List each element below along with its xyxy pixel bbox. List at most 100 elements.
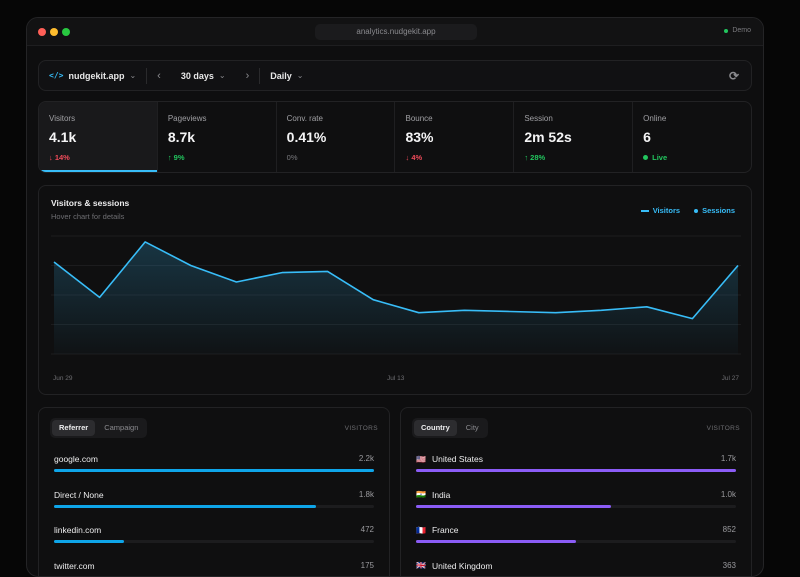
interval-label: Daily [270,71,292,81]
range-selector[interactable]: 30 days ⌄ [171,61,236,90]
bar-fill [54,505,316,508]
tab-city[interactable]: City [459,420,486,436]
metric-bounce[interactable]: Bounce 83% ↓ 4% [395,102,514,172]
metric-online[interactable]: Online 6 Live [633,102,751,172]
arrow-down-icon: ↓ [49,153,53,162]
prev-range-button[interactable]: ‹ [147,61,171,90]
row-name: google.com [54,454,98,464]
site-label: nudgekit.app [68,71,124,81]
arrow-down-icon: ↓ [405,153,409,162]
metric-delta: Live [643,153,741,162]
x-tick-label: Jun 29 [53,375,73,382]
metric-delta-value: 14% [55,153,70,162]
interval-selector[interactable]: Daily ⌄ [260,61,313,90]
tab-campaign[interactable]: Campaign [97,420,145,436]
chevron-down-icon: ⌄ [219,71,226,80]
x-tick-label: Jul 27 [722,375,739,382]
legend-visitors[interactable]: Visitors [641,206,680,215]
row-value: 1.7k [721,454,736,463]
chart-plot[interactable] [51,230,741,370]
metric-delta: ↑ 28% [524,153,622,162]
url-bar[interactable]: analytics.nudgekit.app [315,24,477,40]
dot-swatch-icon [694,209,698,213]
bar-fill [54,540,124,543]
legend-label: Sessions [702,206,735,215]
maximize-window-button[interactable] [62,28,70,36]
bar-track [54,505,374,508]
chevron-down-icon: ⌄ [297,71,304,80]
row-name: 🇫🇷 France [416,525,458,535]
flag-icon: 🇬🇧 [416,561,426,570]
flag-icon: 🇮🇳 [416,490,426,499]
tab-country[interactable]: Country [414,420,457,436]
chevron-right-icon: › [246,70,250,82]
metric-value: 0.41% [287,129,385,145]
list-item[interactable]: google.com 2.2k [54,454,374,484]
metric-value: 2m 52s [524,129,622,145]
bar-fill [416,505,611,508]
row-value: 1.0k [721,490,736,499]
row-name: linkedin.com [54,525,101,535]
chevron-left-icon: ‹ [157,70,161,82]
metric-label: Online [643,114,741,123]
metric-delta: 0% [287,153,385,162]
row-value: 852 [723,525,736,534]
app-window: analytics.nudgekit.app Demo </> nudgekit… [26,17,764,577]
metric-delta: ↓ 4% [405,153,503,162]
metric-delta-value: 4% [411,153,422,162]
row-name: 🇮🇳 India [416,490,450,500]
demo-label: Demo [732,27,751,34]
row-value: 2.2k [359,454,374,463]
site-selector[interactable]: </> nudgekit.app ⌄ [39,61,146,90]
row-label: United States [432,454,483,464]
metric-label: Bounce [405,114,503,123]
line-swatch-icon [641,210,649,212]
arrow-up-icon: ↑ [168,153,172,162]
metric-value: 8.7k [168,129,266,145]
list-item[interactable]: Direct / None 1.8k [54,490,374,520]
visitors-area [54,242,738,354]
row-label: India [432,490,450,500]
list-item[interactable]: 🇫🇷 France 852 [416,525,736,555]
bar-fill [416,469,736,472]
list-item[interactable]: 🇮🇳 India 1.0k [416,490,736,520]
row-label: United Kingdom [432,561,492,571]
bar-track [416,540,736,543]
minimize-window-button[interactable] [50,28,58,36]
row-name: 🇬🇧 United Kingdom [416,561,492,571]
metric-visitors[interactable]: Visitors 4.1k ↓ 14% [39,102,158,172]
row-label: France [432,525,458,535]
metric-value: 4.1k [49,129,147,145]
next-range-button[interactable]: › [236,61,260,90]
tab-referrer[interactable]: Referrer [52,420,95,436]
row-name: twitter.com [54,561,95,571]
legend-sessions[interactable]: Sessions [694,206,735,215]
metric-pageviews[interactable]: Pageviews 8.7k ↑ 9% [158,102,277,172]
chart-title: Visitors & sessions [51,198,129,208]
chart-subtitle: Hover chart for details [51,212,124,221]
code-icon: </> [49,71,63,80]
metric-conv-rate[interactable]: Conv. rate 0.41% 0% [277,102,396,172]
metric-session[interactable]: Session 2m 52s ↑ 28% [514,102,633,172]
row-label: Direct / None [54,490,104,500]
flag-icon: 🇫🇷 [416,526,426,535]
legend-label: Visitors [653,206,680,215]
close-window-button[interactable] [38,28,46,36]
metric-delta: ↓ 14% [49,153,147,162]
metric-delta: ↑ 9% [168,153,266,162]
chart-legend: Visitors Sessions [641,206,735,215]
metric-label: Visitors [49,114,147,123]
status-dot-icon [724,29,728,33]
refresh-icon[interactable]: ⟳ [727,69,741,83]
chart-card: Visitors & sessions Hover chart for deta… [38,185,752,395]
bar-track [54,540,374,543]
metric-delta-value: 9% [174,153,185,162]
chevron-down-icon: ⌄ [129,71,136,80]
row-value: 1.8k [359,490,374,499]
metric-value: 6 [643,129,741,145]
